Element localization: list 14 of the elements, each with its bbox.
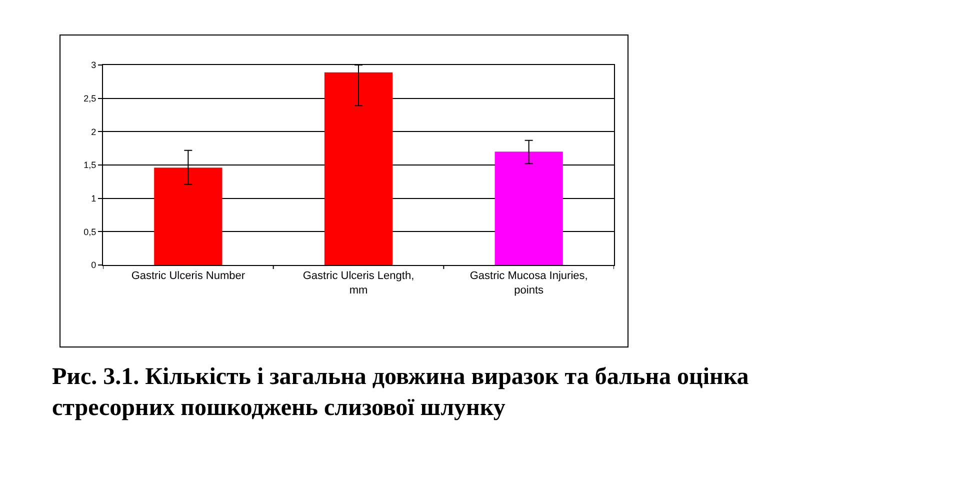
y-tick-label: 1 (91, 193, 96, 204)
y-tick-label: 0 (91, 260, 96, 270)
text: Рис. 3.1. Кількість і загальна довжина виразок та бальна оцінка стресорних пошкоджень слизової шлунку (52, 364, 749, 422)
y-tick-label: 1,5 (84, 160, 96, 170)
x-tick-label: Gastric Ulceris Length, mm (302, 270, 414, 296)
y-tick-label: 3 (91, 60, 96, 70)
x-tick-label: Gastric Ulceris Number (131, 270, 246, 282)
y-tick-label: 0,5 (84, 226, 96, 237)
y-tick-label: 2 (91, 126, 96, 137)
bar (494, 152, 563, 265)
y-tick-label: 2,5 (84, 93, 96, 104)
bar (154, 168, 222, 265)
x-tick-label: Gastric Mucosa Injuries, points (470, 270, 588, 296)
bar (324, 72, 393, 265)
